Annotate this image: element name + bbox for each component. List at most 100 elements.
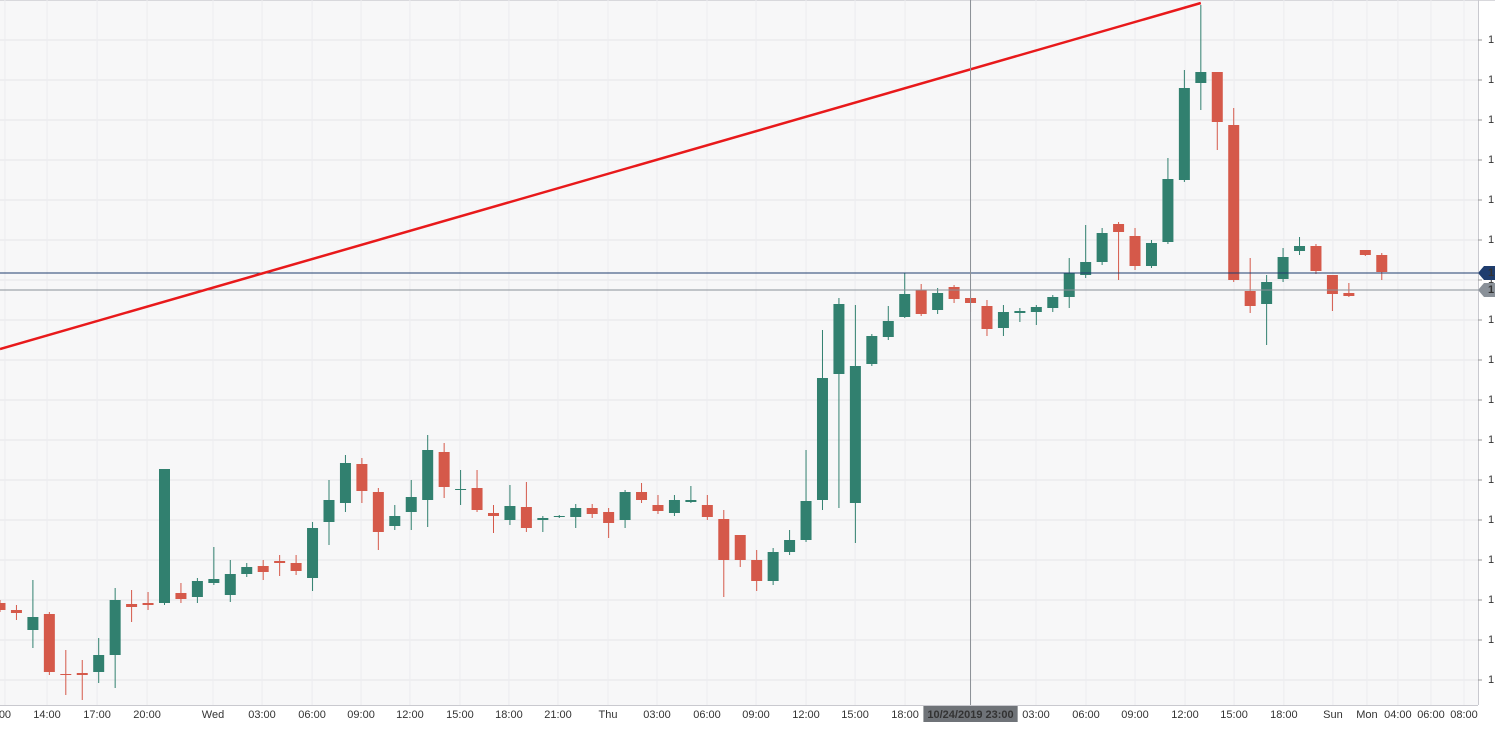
x-tick-label: 06:00: [1417, 709, 1445, 721]
candle-body: [1113, 224, 1125, 232]
candle-body: [1228, 125, 1240, 280]
candle-body: [1145, 243, 1157, 266]
x-tick-label: 06:00: [298, 709, 326, 721]
x-tick-label: Sun: [1323, 709, 1343, 721]
candle-body: [504, 506, 516, 520]
candle-body: [553, 516, 565, 517]
price-tag-label: 1: [1488, 267, 1494, 279]
y-tick-label: 1: [1488, 434, 1494, 446]
candle-body: [718, 519, 730, 560]
candle-body: [816, 378, 828, 500]
y-tick-label: 1: [1488, 634, 1494, 646]
x-tick-label: 03:00: [643, 709, 671, 721]
candle-body: [1014, 311, 1026, 313]
candle-body: [537, 518, 549, 520]
candle-body: [520, 507, 532, 528]
candle-body: [932, 293, 944, 310]
candle-body: [1030, 307, 1042, 312]
candle-body: [1080, 262, 1092, 275]
candle-body: [1178, 88, 1190, 180]
candle-body: [1359, 250, 1371, 255]
candle-body: [224, 574, 236, 595]
candle-body: [126, 604, 138, 607]
candle-body: [372, 492, 384, 532]
candle-body: [1195, 72, 1207, 83]
candle-body: [1129, 236, 1141, 266]
candle-body: [701, 505, 713, 517]
x-tick-label: 20:00: [133, 709, 161, 721]
candle-body: [438, 452, 450, 487]
candle-body: [307, 528, 319, 578]
price-tag: [1478, 283, 1495, 297]
x-tick-label: 18:00: [891, 709, 919, 721]
candle-body: [652, 505, 664, 511]
x-tick-label: 06:00: [1072, 709, 1100, 721]
x-tick-label: 21:00: [544, 709, 572, 721]
x-tick-label: Wed: [202, 709, 224, 721]
x-tick-label: Thu: [598, 709, 617, 721]
candle-body: [570, 508, 582, 517]
x-tick-label: 09:00: [742, 709, 770, 721]
candle-body: [833, 304, 845, 374]
x-tick-label: 17:00: [83, 709, 111, 721]
candle-body: [93, 655, 105, 672]
candle-body: [405, 497, 417, 512]
x-tick-label: 03:00: [1022, 709, 1050, 721]
y-tick-label: 1: [1488, 34, 1494, 46]
candle-body: [27, 617, 39, 630]
x-tick-label: 06:00: [693, 709, 721, 721]
x-tick-label: 04:00: [1384, 709, 1412, 721]
candle-body: [685, 500, 697, 502]
y-tick-label: 1: [1488, 594, 1494, 606]
y-tick-label: 1: [1488, 554, 1494, 566]
candle-body: [455, 489, 467, 490]
crosshair-label-box: [923, 706, 1018, 722]
candle-body: [1294, 246, 1306, 251]
x-tick-label: 12:00: [396, 709, 424, 721]
candle-body: [849, 366, 861, 503]
candle-body: [784, 540, 796, 552]
candle-body: [899, 294, 911, 317]
candle-body: [323, 500, 335, 522]
crosshair-label: 10/24/2019 23:00: [927, 709, 1013, 721]
candle-body: [76, 673, 88, 675]
candle-body: [636, 492, 648, 500]
candle-body: [586, 508, 598, 514]
candle-body: [10, 610, 22, 613]
candle-body: [60, 674, 72, 675]
candle-body: [257, 566, 269, 572]
candle-body: [1326, 275, 1338, 294]
x-tick-label: 09:00: [347, 709, 375, 721]
candle-body: [1047, 297, 1059, 308]
candle-body: [882, 321, 894, 337]
candle-body: [142, 603, 154, 605]
y-tick-label: 1: [1488, 354, 1494, 366]
candle-body: [1096, 233, 1108, 262]
y-tick-label: 1: [1488, 474, 1494, 486]
candle-body: [1162, 179, 1174, 242]
candle-body: [175, 593, 187, 599]
candle-body: [109, 600, 121, 655]
candle-body: [1261, 282, 1273, 304]
candle-body: [208, 579, 220, 583]
x-tick-label: 18:00: [495, 709, 523, 721]
candle-body: [422, 450, 434, 500]
candle-body: [619, 492, 631, 520]
x-tick-label: 15:00: [841, 709, 869, 721]
candle-body: [800, 501, 812, 540]
x-tick-label: 09:00: [1121, 709, 1149, 721]
candle-body: [948, 287, 960, 299]
x-tick-label: 03:00: [248, 709, 276, 721]
price-tag-label: 1: [1488, 284, 1494, 296]
y-tick-label: 1: [1488, 314, 1494, 326]
plot-background: [0, 0, 1478, 705]
x-tick-label: 14:00: [33, 709, 61, 721]
y-tick-label: 1: [1488, 394, 1494, 406]
candle-body: [487, 513, 499, 516]
candle-body: [915, 290, 927, 314]
candle-body: [997, 312, 1009, 328]
candle-body: [191, 581, 203, 597]
candle-body: [290, 563, 302, 571]
